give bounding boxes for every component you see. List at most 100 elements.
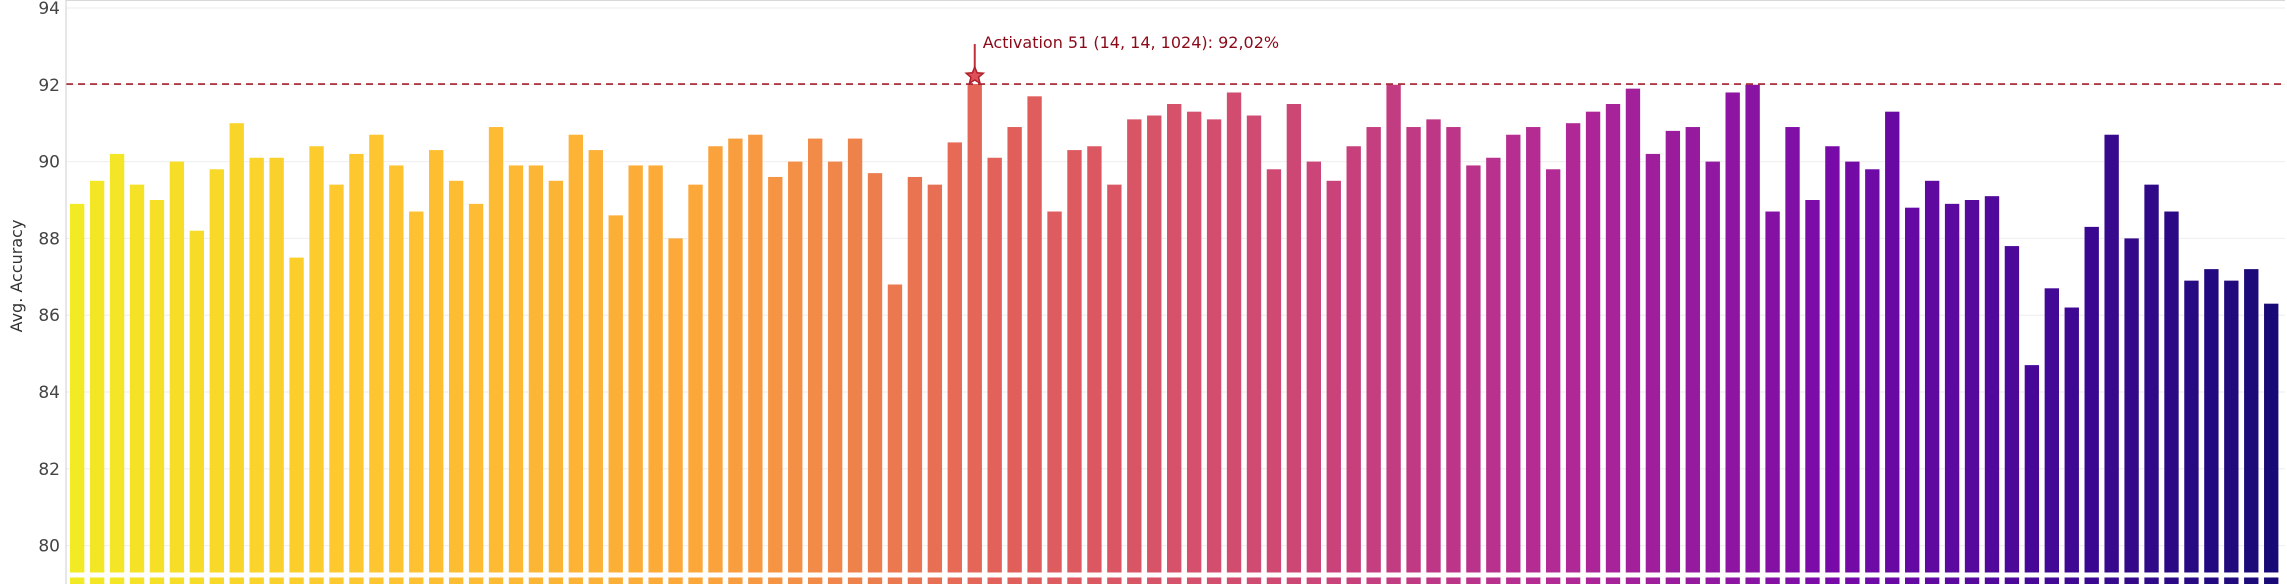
- bar: [1167, 104, 1182, 584]
- bar: [508, 165, 524, 584]
- bar: [1845, 161, 1860, 584]
- bar: [1685, 127, 1700, 584]
- bar: [827, 161, 843, 584]
- bar: [409, 211, 424, 584]
- bar: [608, 215, 623, 584]
- bar: [808, 138, 823, 584]
- y-tick-label: 80: [38, 537, 60, 557]
- bar: [1346, 146, 1361, 584]
- bar: [429, 150, 444, 584]
- bar: [109, 153, 125, 584]
- bar: [648, 165, 663, 584]
- bar: [1246, 115, 1262, 584]
- y-tick-label: 94: [38, 0, 60, 19]
- y-tick-label: 86: [38, 306, 60, 326]
- bar: [329, 184, 344, 584]
- bar: [1466, 165, 1481, 584]
- bar: [668, 238, 683, 584]
- y-tick-label: 88: [38, 229, 60, 249]
- bar: [1186, 111, 1202, 584]
- bar: [947, 142, 962, 584]
- bar: [309, 146, 324, 584]
- bar: [1007, 127, 1022, 584]
- bar: [1885, 111, 1900, 584]
- y-tick-label: 82: [38, 460, 60, 480]
- bar: [1865, 169, 1880, 584]
- bar: [1087, 146, 1102, 584]
- bar: [1206, 119, 1222, 584]
- bar: [728, 138, 743, 584]
- bar: [2264, 303, 2279, 584]
- bar: [1765, 211, 1780, 584]
- bar: [1366, 127, 1381, 584]
- bar: [1565, 123, 1581, 584]
- bar: [1107, 184, 1122, 584]
- bar: [588, 150, 603, 584]
- bar: [70, 203, 85, 584]
- bar: [1147, 115, 1162, 584]
- bar: [189, 230, 205, 584]
- bar: [2084, 226, 2099, 584]
- bars-layer: [67, 84, 2286, 584]
- bar: [1446, 127, 1461, 584]
- bar: [1944, 203, 1960, 584]
- bar: [2024, 365, 2040, 584]
- bar: [1645, 153, 1661, 584]
- bar: [1486, 157, 1501, 584]
- bar: [1027, 96, 1042, 584]
- bar: [788, 161, 803, 584]
- bar: [2044, 288, 2059, 584]
- bar: [1745, 84, 1760, 584]
- bar: [1426, 119, 1441, 584]
- bar: [2124, 238, 2139, 584]
- bar: [149, 200, 165, 584]
- bar: [289, 257, 304, 584]
- bar: [1067, 150, 1082, 584]
- bar: [2064, 307, 2079, 584]
- bar: [1625, 88, 1641, 584]
- bar: [748, 134, 763, 584]
- bar: [1526, 127, 1541, 584]
- bar: [1506, 134, 1521, 584]
- bar: [688, 184, 703, 584]
- bar: [389, 165, 404, 584]
- bar: [1127, 119, 1142, 584]
- bar: [1406, 127, 1421, 584]
- star-marker-icon: [964, 65, 986, 85]
- bar: [1905, 207, 1920, 584]
- bar: [1705, 161, 1720, 584]
- bar: [528, 165, 544, 584]
- bar: [1924, 180, 1940, 584]
- bar: [1226, 92, 1242, 584]
- bar: [987, 157, 1002, 584]
- bar: [488, 127, 504, 584]
- bar: [269, 157, 284, 584]
- bar: [129, 184, 145, 584]
- bar: [1785, 127, 1800, 584]
- bar: [1286, 104, 1302, 584]
- axis-layer: 80 82 84 86 88 90 92 94: [38, 0, 2285, 584]
- bar: [2224, 280, 2239, 584]
- bar: [2164, 211, 2179, 584]
- bar: [2144, 184, 2159, 584]
- bar: [209, 169, 224, 584]
- bar: [548, 180, 564, 584]
- bar: [568, 134, 584, 584]
- bar: [369, 134, 384, 584]
- bar: [1047, 211, 1062, 584]
- bar: [708, 146, 723, 584]
- axis-break-stripe: [67, 572, 2286, 578]
- bar: [1266, 169, 1282, 584]
- bar: [967, 84, 982, 584]
- y-tick-label: 92: [38, 76, 60, 96]
- y-tick-label: 90: [38, 153, 60, 173]
- bar: [1805, 200, 1820, 584]
- bar: [2184, 280, 2199, 584]
- bar: [2104, 134, 2119, 584]
- bar: [867, 173, 883, 584]
- bar: [448, 180, 464, 584]
- bar: [349, 153, 364, 584]
- bar: [2204, 269, 2219, 584]
